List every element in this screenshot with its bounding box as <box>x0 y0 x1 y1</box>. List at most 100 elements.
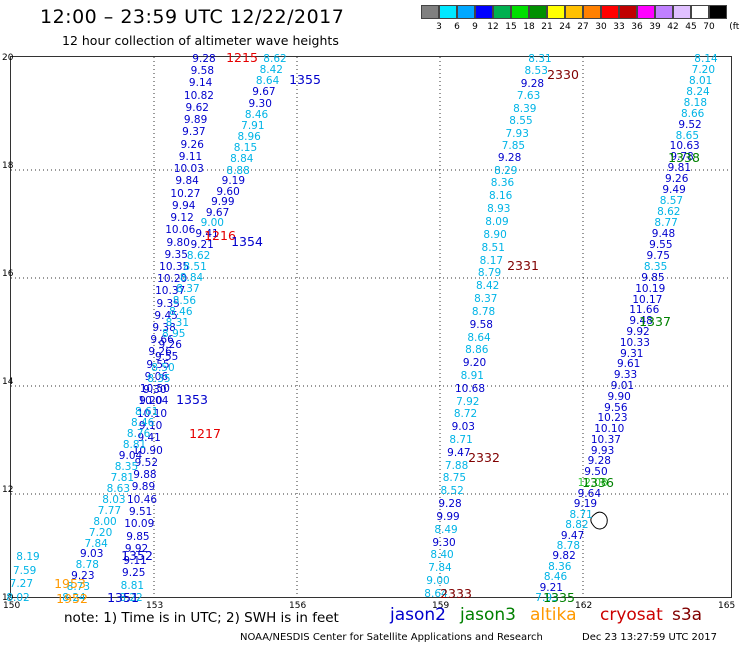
satellite-name: jason3 <box>460 605 516 625</box>
y-tick-label: 18 <box>2 161 14 171</box>
wave-height-value: 9.30 <box>143 383 167 396</box>
wave-height-value: 8.71 <box>449 433 473 446</box>
wave-height-value: 9.82 <box>552 550 576 563</box>
pass-time-label: 2330 <box>547 66 579 82</box>
wave-height-value: 9.93 <box>590 444 615 457</box>
y-tick-label: 10 <box>2 593 14 603</box>
wave-height-value: 9.51 <box>128 505 153 518</box>
wave-height-value: 7.85 <box>501 139 526 152</box>
pass-time-label: 1352 <box>121 547 153 563</box>
legend-swatch <box>493 5 511 19</box>
wave-height-value: 8.93 <box>487 202 511 215</box>
wave-height-value: 8.18 <box>683 96 708 109</box>
wave-height-value: 8.75 <box>442 472 467 485</box>
wave-height-value: 9.62 <box>185 101 209 114</box>
wave-height-value: 10.37 <box>155 285 186 298</box>
y-tick-label: 14 <box>2 377 14 387</box>
wave-height-value: 9.26 <box>665 173 689 186</box>
wave-height-value: 9.90 <box>607 390 631 403</box>
wave-height-value: 10.35 <box>159 260 190 273</box>
wave-height-value: 8.35 <box>147 372 171 385</box>
legend-label: 24 <box>559 22 571 32</box>
x-tick-label: 162 <box>575 601 593 611</box>
pass-time-label: 1335 <box>543 589 575 605</box>
wave-height-value: 8.50 <box>151 361 175 374</box>
wave-height-value: 9.55 <box>154 350 179 363</box>
wave-height-value: 9.00 <box>200 217 224 230</box>
wave-height-value: 8.78 <box>75 559 99 572</box>
wave-height-value: 9.26 <box>158 339 182 352</box>
wave-height-value: 9.89 <box>183 113 208 126</box>
pass-time-label: 1351 <box>107 589 139 605</box>
wave-height-value: 8.09 <box>485 215 509 228</box>
legend-swatch <box>619 5 637 19</box>
wave-height-value: 9.84 <box>175 175 199 188</box>
wave-height-value: 9.45 <box>154 309 178 322</box>
wave-height-value: 8.01 <box>688 74 713 87</box>
wave-height-value: 9.55 <box>649 238 673 251</box>
wave-height-value: 9.99 <box>211 196 235 209</box>
wave-height-value: 10.37 <box>590 433 621 446</box>
pass-time-label: 2333 <box>440 585 472 601</box>
legend-label: 30 <box>595 22 607 32</box>
x-tick-label: 159 <box>432 601 450 611</box>
wave-height-value: 9.89 <box>131 481 156 494</box>
wave-height-value: 7.92 <box>456 395 480 408</box>
wave-height-value: 8.14 <box>694 52 718 65</box>
wave-height-value: 9.58 <box>190 64 215 77</box>
wave-height-value: 8.37 <box>176 283 200 296</box>
wave-height-value: 9.14 <box>188 77 213 90</box>
wave-height-value: 8.24 <box>62 591 86 604</box>
legend-label: 36 <box>631 22 643 32</box>
wave-height-value: 10.20 <box>157 273 188 285</box>
wave-height-value: 9.48 <box>629 314 653 327</box>
wave-height-value: 9.25 <box>122 567 146 580</box>
legend-swatch <box>421 5 439 19</box>
legend-label: 9 <box>472 22 478 32</box>
wave-height-value: 8.73 <box>66 580 91 593</box>
wave-height-value: 10.33 <box>619 336 650 349</box>
wave-height-value: 9.85 <box>641 271 665 284</box>
pass-time-label: 1355 <box>289 71 321 87</box>
wave-height-value: 8.02 <box>6 591 30 604</box>
wave-height-value: 10.04 <box>138 395 169 408</box>
legend-swatch <box>709 5 727 19</box>
wave-height-value: 8.46 <box>543 570 568 583</box>
wave-height-value: 8.79 <box>477 267 502 280</box>
wave-height-value: 8.46 <box>244 108 269 121</box>
pass-time-label: 2332 <box>468 449 500 465</box>
wave-height-value: 9.28 <box>192 52 216 65</box>
wave-height-value: 8.31 <box>165 316 190 329</box>
wave-height-value: 10.17 <box>632 293 663 306</box>
wave-height-value: 8.55 <box>509 114 533 127</box>
wave-height-value: 8.22 <box>119 591 143 604</box>
wave-height-value: 7.77 <box>97 504 122 517</box>
wave-height-value: 8.53 <box>524 65 548 78</box>
wave-height-value: 9.52 <box>134 456 159 469</box>
legend-label: 6 <box>454 22 460 32</box>
wave-height-value: 8.40 <box>430 549 454 562</box>
wave-height-value: 9.66 <box>150 334 174 346</box>
legend-label: 18 <box>523 22 535 32</box>
y-tick-label: 16 <box>2 269 14 279</box>
wave-height-value: 7.20 <box>691 63 716 76</box>
satellite-name: jason2 <box>390 605 446 625</box>
wave-height-value: 9.23 <box>71 569 95 582</box>
wave-height-value: 7.93 <box>505 127 529 140</box>
wave-height-value: 9.75 <box>646 249 670 262</box>
wave-height-value: 7.88 <box>444 459 469 472</box>
wave-height-value: 8.39 <box>513 102 537 115</box>
legend-swatch <box>511 5 529 19</box>
pass-time-label: 1338 <box>668 149 700 165</box>
wave-height-value: 8.36 <box>490 177 515 190</box>
wave-height-value: 10.10 <box>594 422 625 435</box>
wave-height-value: 7.27 <box>9 578 34 591</box>
pass-time-label: 1215 <box>226 49 258 65</box>
wave-height-value: 9.19 <box>573 498 598 510</box>
wave-height-value: 9.41 <box>195 227 219 240</box>
wave-height-value: 8.88 <box>226 164 250 177</box>
satellite-name: s3a <box>672 605 703 625</box>
wave-height-value: 8.51 <box>183 260 207 273</box>
wave-height-value: 9.33 <box>613 369 638 382</box>
